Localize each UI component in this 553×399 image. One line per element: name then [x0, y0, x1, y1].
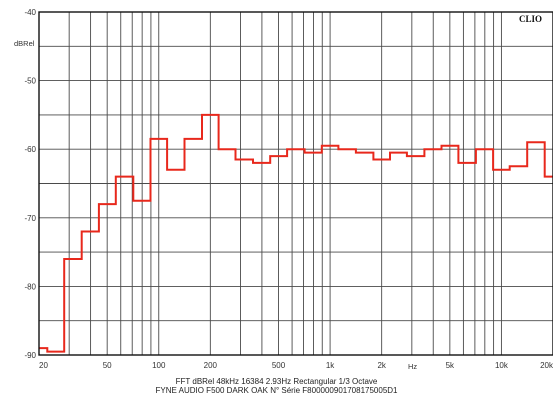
- x-tick-label: 100: [152, 361, 166, 370]
- footer-device: FYNE AUDIO F500 DARK OAK N° Série F80000…: [155, 386, 398, 395]
- x-axis-unit-label: Hz: [408, 362, 417, 371]
- series-layer: [39, 113, 553, 353]
- x-tick-label: 2k: [377, 361, 386, 370]
- y-tick-label: -40: [24, 8, 36, 17]
- y-tick-label: -50: [24, 77, 36, 86]
- grid: [39, 12, 553, 355]
- footer-settings: FFT dBRel 48kHz 16384 2.93Hz Rectangular…: [175, 377, 378, 386]
- x-tick-label: 20k: [540, 361, 553, 370]
- x-tick-label: 500: [272, 361, 286, 370]
- series-line: [39, 113, 553, 353]
- plot-frame: [38, 11, 553, 356]
- y-tick-label: -70: [24, 214, 36, 223]
- x-tick-label: 10k: [495, 361, 509, 370]
- x-axis-ticks: 20 50 100 200 500 1k 2k 5k 10k 20k: [39, 361, 553, 370]
- y-axis-label: dBRel: [14, 39, 35, 48]
- x-tick-label: 20: [39, 361, 48, 370]
- y-tick-label: -80: [24, 282, 36, 291]
- y-axis-ticks: -40 -50 -60 -70 -80 -90: [24, 8, 36, 360]
- x-tick-label: 50: [103, 361, 112, 370]
- y-tick-label: -90: [24, 351, 36, 360]
- y-tick-label: -60: [24, 145, 36, 154]
- x-tick-label: 1k: [326, 361, 335, 370]
- x-tick-label: 200: [204, 361, 218, 370]
- x-tick-label: 5k: [446, 361, 455, 370]
- clio-logo: CLIO: [519, 14, 542, 24]
